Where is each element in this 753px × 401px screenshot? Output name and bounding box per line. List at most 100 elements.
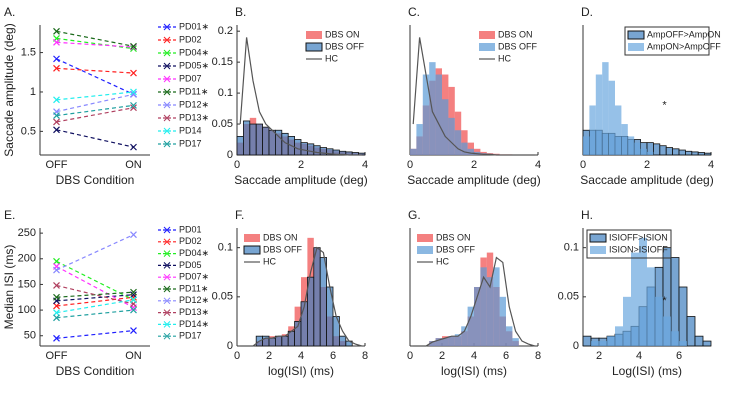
bar: [461, 326, 468, 346]
bar: [615, 326, 623, 346]
marker: [130, 42, 137, 50]
bar: [448, 336, 455, 346]
legend-marker: [163, 273, 171, 281]
bar: [249, 123, 257, 156]
bar: [499, 296, 506, 346]
bar: [268, 129, 276, 156]
marker: [53, 302, 60, 310]
bar: [671, 331, 679, 346]
marker: [53, 309, 60, 317]
bar: [583, 136, 590, 155]
legend-label: PD13∗: [179, 307, 209, 317]
bar: [679, 341, 687, 346]
legend-label: PD05∗: [179, 60, 209, 70]
bar: [697, 152, 706, 156]
marker: [53, 118, 60, 126]
x-tick-label: 2: [266, 350, 272, 362]
legend-marker: [163, 238, 171, 246]
series-line: [56, 107, 134, 123]
marker: [53, 314, 60, 322]
x-tick-label: 0: [580, 159, 586, 171]
legend-label: HC: [263, 256, 276, 266]
bar: [442, 99, 449, 155]
legend-label: PD02: [179, 236, 202, 246]
panel: B. 0 0.05 0.1 0.15 0.2 Saccade amplitude (deg)…: [212, 5, 368, 187]
bar: [236, 136, 244, 156]
legend-marker: [163, 250, 171, 257]
x-axis-label: log(ISI) (ms): [268, 364, 334, 378]
x-tick-label: ON: [125, 159, 142, 171]
legend-marker: [163, 332, 171, 340]
legend-swatch: [628, 43, 644, 51]
bar: [506, 326, 513, 346]
panel-label: A.: [4, 5, 15, 19]
legend-label: DBS OFF: [325, 41, 365, 51]
series-line: [56, 129, 134, 148]
bar: [640, 148, 647, 155]
marker: [130, 327, 137, 335]
x-axis-label: Saccade amplitude (deg): [407, 173, 540, 187]
bar: [435, 74, 442, 155]
series-line: [56, 30, 134, 47]
bar: [268, 337, 276, 347]
bar: [704, 152, 712, 156]
bar: [627, 136, 635, 155]
marker: [130, 288, 137, 296]
bar: [313, 145, 321, 156]
y-tick-label: 0.15: [212, 56, 233, 68]
panel-label: G.: [408, 208, 421, 222]
y-tick-label: 0: [227, 149, 233, 161]
legend-marker: [163, 23, 171, 31]
marker: [53, 55, 60, 63]
bar: [512, 338, 519, 346]
x-tick-label: 8: [362, 350, 368, 362]
marker: [130, 104, 137, 112]
bar: [655, 296, 663, 346]
bar: [623, 296, 631, 346]
x-tick-label: 2: [439, 350, 445, 362]
legend-label: DBS ON: [436, 232, 471, 242]
legend-marker: [163, 62, 171, 70]
bar: [665, 147, 674, 156]
legend-swatch: [627, 30, 645, 40]
x-tick-label: 6: [330, 350, 336, 362]
bar: [281, 335, 289, 347]
marker: [53, 27, 60, 35]
legend-label: PD07: [179, 73, 202, 83]
series-line: [56, 294, 134, 302]
legend-marker: [163, 114, 171, 122]
bar: [255, 123, 264, 156]
x-axis-label: Saccade amplitude (deg): [580, 173, 713, 187]
marker: [130, 101, 137, 109]
legend-swatch: [244, 234, 260, 242]
legend-label: PD11∗: [179, 283, 208, 293]
legend-label: DBS ON: [498, 29, 533, 39]
legend-label: PD04∗: [179, 47, 209, 57]
series-line: [56, 260, 134, 301]
marker: [130, 88, 137, 96]
legend-label: AmpOFF>AmpON: [647, 29, 721, 39]
bar: [358, 152, 366, 156]
bar: [591, 341, 599, 346]
series-line: [56, 309, 134, 319]
legend-label: PD07∗: [179, 272, 209, 282]
bar: [429, 341, 436, 346]
bar: [653, 143, 661, 156]
legend-label: DBS ON: [325, 29, 360, 39]
y-tick-label: 50: [24, 330, 36, 342]
legend-marker: [163, 226, 171, 234]
bar: [694, 335, 704, 347]
bar: [313, 247, 321, 347]
panel: H. 0 0.05 0.1 Log(ISI) (ms) 2 4 6 * ISIOFF>ISION I…: [558, 208, 712, 378]
legend-swatch: [243, 245, 261, 255]
bar: [319, 257, 328, 347]
bar: [659, 145, 667, 156]
x-tick-label: 2: [644, 159, 650, 171]
bar: [691, 151, 699, 156]
series-line: [56, 91, 134, 101]
y-tick-label: 0.05: [558, 291, 579, 303]
legend-label: HC: [436, 256, 449, 266]
marker: [130, 45, 137, 53]
x-tick-label: 2: [471, 159, 477, 171]
